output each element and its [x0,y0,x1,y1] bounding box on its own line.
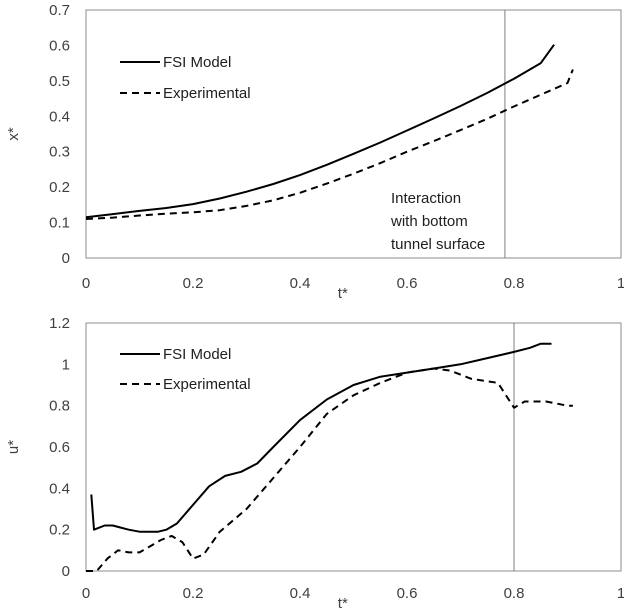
y-tick-label: 0.3 [49,144,70,161]
x-tick-label: 0.6 [397,275,418,292]
y-tick-label: 0.5 [49,73,70,90]
legend-label-fsi-model: FSI Model [163,54,231,71]
x-axis-label: t* [338,285,348,302]
legend-label-experimental: Experimental [163,85,251,102]
x-tick-label: 1 [617,275,624,292]
y-axis-label: x* [5,127,22,141]
y-tick-label: 0 [62,250,70,267]
chart-bottom: 0 0.2 0.4 0.6 0.8 1 1.2 0 0.2 0.4 0.6 0.8 1 t* u* FSI M… [5,315,624,612]
series-line-fsi-model [90,342,552,533]
x-tick-label: 1 [617,585,624,602]
y-tick-label: 0.6 [49,37,70,54]
y-tick-label: 1.2 [49,315,70,332]
y-tick-label: 1 [62,356,70,373]
x-tick-label: 0.8 [504,275,525,292]
x-axis-label: t* [338,595,348,612]
series-line-experimental [85,69,574,220]
legend-label-fsi-model: FSI Model [163,346,231,363]
y-axis-label: u* [5,440,22,454]
plot-area-frame [85,9,622,259]
chart-top: 0 0.1 0.2 0.3 0.4 0.5 0.6 0.7 0 0.2 0.4 0.6 0.8 1 t* x*… [5,2,624,302]
y-tick-label: 0.4 [49,480,70,497]
x-tick-label: 0 [82,275,90,292]
x-tick-label: 0.4 [290,585,311,602]
y-tick-label: 0.8 [49,398,70,415]
y-tick-label: 0.2 [49,179,70,196]
y-tick-label: 0 [62,563,70,580]
series-line-fsi-model [85,44,555,219]
x-tick-label: 0.2 [183,585,204,602]
plot-area-frame [85,322,622,572]
annotation-text: with bottom [390,213,468,230]
y-tick-label: 0.4 [49,108,70,125]
y-tick-label: 0.7 [49,2,70,19]
annotation-text: Interaction [391,190,461,207]
legend-label-experimental: Experimental [163,376,251,393]
x-tick-label: 0.4 [290,275,311,292]
x-tick-label: 0.6 [397,585,418,602]
x-tick-label: 0.8 [504,585,525,602]
y-tick-label: 0.6 [49,439,70,456]
x-tick-label: 0.2 [183,275,204,292]
x-tick-label: 0 [82,585,90,602]
series-line-experimental [86,367,573,572]
y-tick-label: 0.2 [49,522,70,539]
annotation-text: tunnel surface [391,236,485,253]
y-tick-label: 0.1 [49,215,70,232]
